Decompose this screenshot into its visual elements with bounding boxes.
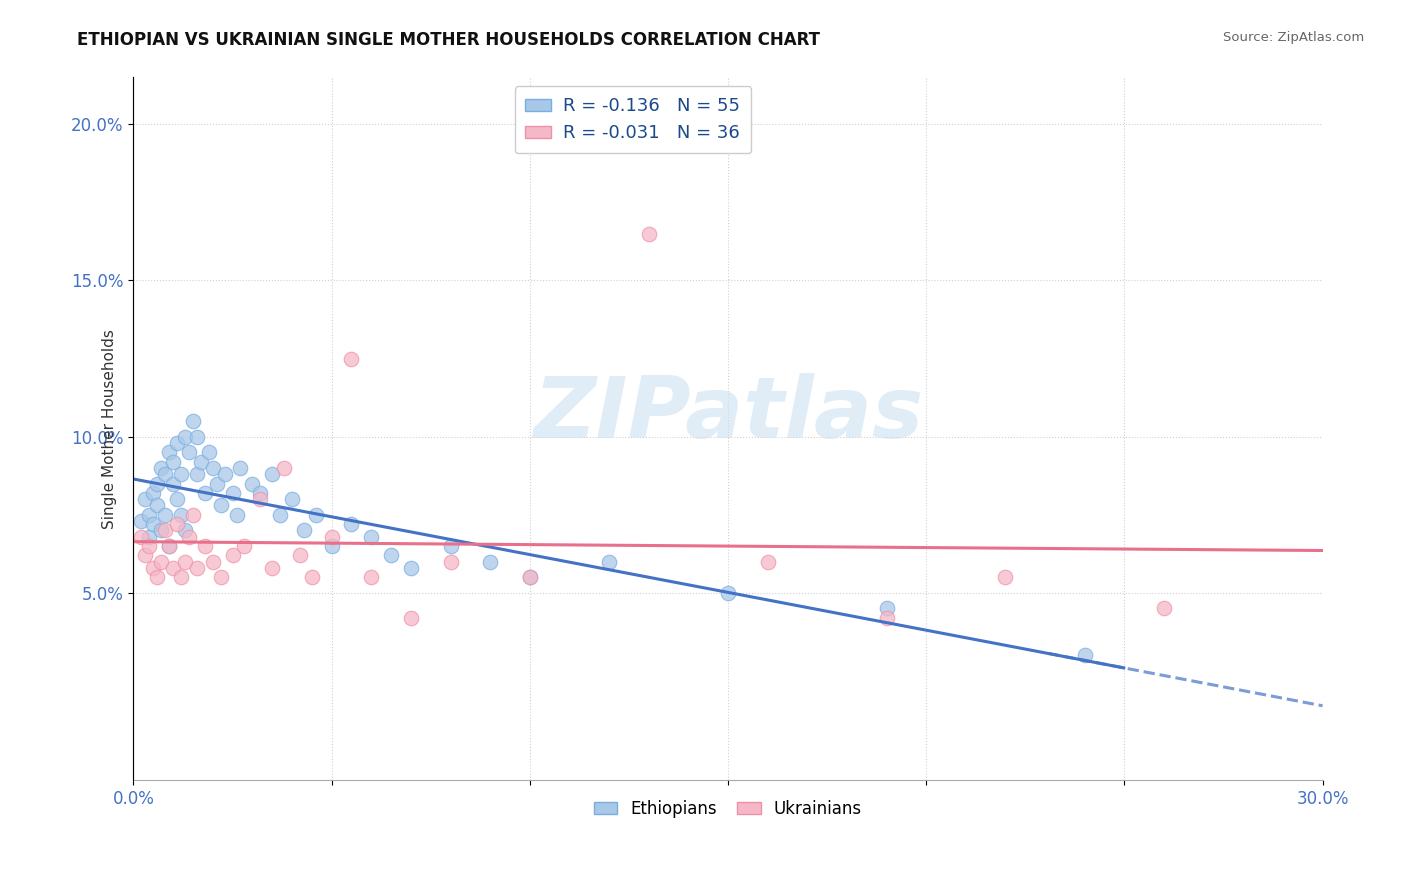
Point — [233, 539, 256, 553]
Point — [157, 539, 180, 553]
Point — [146, 570, 169, 584]
Point — [598, 555, 620, 569]
Point — [142, 486, 165, 500]
Point — [519, 570, 541, 584]
Point — [186, 467, 208, 482]
Point — [138, 508, 160, 522]
Point — [876, 611, 898, 625]
Point — [519, 570, 541, 584]
Point — [281, 492, 304, 507]
Point — [637, 227, 659, 241]
Point — [876, 601, 898, 615]
Point — [177, 530, 200, 544]
Point — [756, 555, 779, 569]
Point — [288, 549, 311, 563]
Point — [134, 492, 156, 507]
Text: ZIPatlas: ZIPatlas — [533, 374, 924, 457]
Point — [162, 455, 184, 469]
Point — [166, 436, 188, 450]
Point — [360, 530, 382, 544]
Point — [205, 476, 228, 491]
Point — [146, 476, 169, 491]
Point — [225, 508, 247, 522]
Point — [340, 517, 363, 532]
Point — [360, 570, 382, 584]
Point — [150, 555, 173, 569]
Point — [221, 486, 243, 500]
Point — [134, 549, 156, 563]
Point — [131, 514, 153, 528]
Point — [439, 555, 461, 569]
Point — [399, 561, 422, 575]
Text: ETHIOPIAN VS UKRAINIAN SINGLE MOTHER HOUSEHOLDS CORRELATION CHART: ETHIOPIAN VS UKRAINIAN SINGLE MOTHER HOU… — [77, 31, 820, 49]
Point — [340, 351, 363, 366]
Point — [138, 539, 160, 553]
Point — [201, 555, 224, 569]
Y-axis label: Single Mother Households: Single Mother Households — [101, 329, 117, 529]
Point — [321, 530, 343, 544]
Point — [249, 492, 271, 507]
Point — [229, 461, 252, 475]
Point — [153, 524, 176, 538]
Point — [197, 445, 219, 459]
Point — [162, 561, 184, 575]
Point — [380, 549, 402, 563]
Point — [150, 524, 173, 538]
Point — [177, 445, 200, 459]
Legend: Ethiopians, Ukrainians: Ethiopians, Ukrainians — [588, 793, 869, 825]
Point — [138, 530, 160, 544]
Point — [194, 539, 217, 553]
Point — [209, 499, 232, 513]
Point — [209, 570, 232, 584]
Point — [162, 476, 184, 491]
Point — [131, 530, 153, 544]
Point — [153, 508, 176, 522]
Point — [194, 486, 217, 500]
Point — [399, 611, 422, 625]
Text: Source: ZipAtlas.com: Source: ZipAtlas.com — [1223, 31, 1364, 45]
Point — [150, 461, 173, 475]
Point — [321, 539, 343, 553]
Point — [717, 586, 740, 600]
Point — [157, 539, 180, 553]
Point — [249, 486, 271, 500]
Point — [240, 476, 263, 491]
Point — [174, 555, 197, 569]
Point — [292, 524, 315, 538]
Point — [166, 492, 188, 507]
Point — [479, 555, 502, 569]
Point — [181, 508, 204, 522]
Point — [262, 467, 284, 482]
Point — [153, 467, 176, 482]
Point — [170, 508, 193, 522]
Point — [1153, 601, 1175, 615]
Point — [269, 508, 291, 522]
Point — [301, 570, 323, 584]
Point — [157, 445, 180, 459]
Point — [170, 467, 193, 482]
Point — [305, 508, 328, 522]
Point — [273, 461, 295, 475]
Point — [142, 517, 165, 532]
Point — [214, 467, 236, 482]
Point — [170, 570, 193, 584]
Point — [181, 414, 204, 428]
Point — [186, 430, 208, 444]
Point — [166, 517, 188, 532]
Point — [262, 561, 284, 575]
Point — [146, 499, 169, 513]
Point — [1074, 648, 1097, 663]
Point — [994, 570, 1017, 584]
Point — [201, 461, 224, 475]
Point — [174, 430, 197, 444]
Point — [174, 524, 197, 538]
Point — [186, 561, 208, 575]
Point — [142, 561, 165, 575]
Point — [221, 549, 243, 563]
Point — [190, 455, 212, 469]
Point — [439, 539, 461, 553]
